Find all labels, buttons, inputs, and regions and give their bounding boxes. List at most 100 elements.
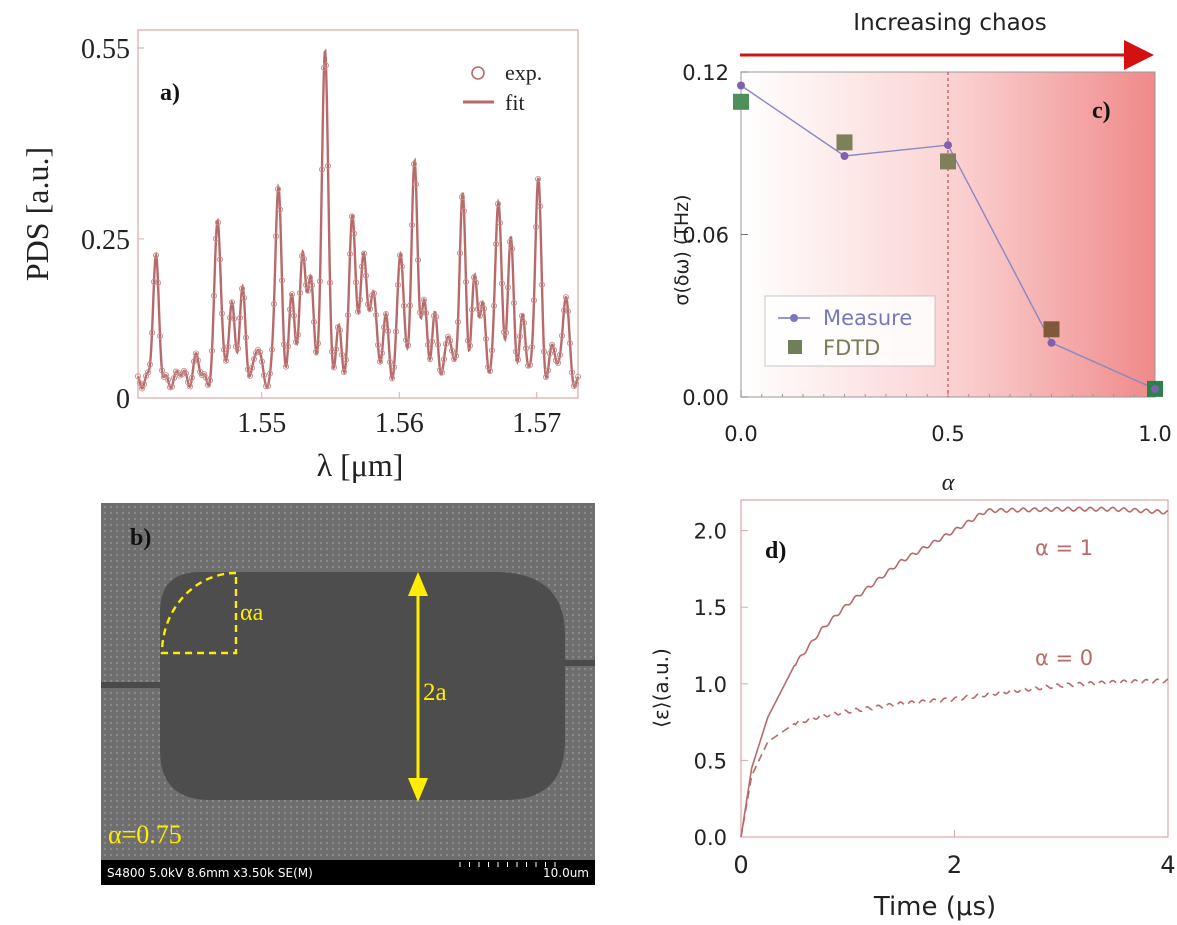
fdtd-point <box>940 153 956 170</box>
exp-data-point <box>306 274 314 281</box>
exp-data-point <box>284 343 292 350</box>
exp-data-point <box>228 299 236 306</box>
exp-data-point <box>458 194 466 201</box>
exp-data-point <box>504 284 512 291</box>
exp-data-point <box>574 373 582 380</box>
exp-data-point <box>440 356 448 363</box>
exp-data-point <box>326 279 334 286</box>
exp-data-point <box>568 369 576 376</box>
measure-point <box>840 152 849 160</box>
legend-measure-marker <box>790 314 798 322</box>
exp-data-point <box>218 310 226 317</box>
alpha-1-label: α = 1 <box>1035 536 1093 560</box>
exp-data-point <box>442 340 450 348</box>
panel-b-label: b) <box>130 525 151 551</box>
exp-data-point <box>550 347 558 354</box>
exp-data-point <box>192 350 200 357</box>
exp-data-point <box>346 250 354 258</box>
exp-data-point <box>556 351 564 358</box>
exp-data-point <box>396 252 404 259</box>
exp-data-point <box>558 332 566 339</box>
exp-data-point <box>146 361 154 368</box>
exp-data-point <box>562 294 570 301</box>
exp-data-point <box>360 250 368 257</box>
legend-exp-label: exp. <box>505 60 542 85</box>
exp-data-point <box>358 263 366 270</box>
exp-data-point <box>304 287 312 294</box>
exp-data-point <box>134 373 142 380</box>
exp-data-point <box>510 299 518 307</box>
legend-measure-label: Measure <box>823 306 912 330</box>
exp-data-point <box>160 373 168 381</box>
exp-data-point <box>170 375 178 382</box>
legend-fit-label: fit <box>505 90 525 115</box>
panel-d-ytick-label: 2.0 <box>694 520 727 544</box>
exp-data-point <box>370 290 378 297</box>
exp-data-point <box>152 252 160 259</box>
exp-data-point <box>454 318 462 325</box>
exp-data-point <box>312 348 320 356</box>
panel-a-label: a) <box>160 80 180 106</box>
panel-c-xtick-label: 0.0 <box>724 422 757 446</box>
exp-data-point <box>572 380 580 387</box>
exp-data-point <box>178 371 186 378</box>
measure-point <box>944 141 952 150</box>
exp-data-point <box>460 208 468 215</box>
exp-data-point <box>414 256 422 264</box>
exp-data-point <box>408 221 416 229</box>
exp-data-point <box>234 345 242 352</box>
exp-data-point <box>446 337 454 344</box>
exp-data-point <box>468 306 476 313</box>
sem-micrograph: 2a αa b) α=0.75 S4800 5.0kV 8.6mm x3.50k… <box>101 503 595 885</box>
exp-data-point <box>188 374 196 381</box>
exp-data-point <box>290 312 298 319</box>
measure-point <box>1047 338 1056 347</box>
exp-data-point <box>150 278 158 285</box>
exp-data-point <box>492 241 500 248</box>
exp-data-point <box>194 357 202 364</box>
exp-data-point <box>542 373 550 381</box>
exp-data-point <box>340 368 348 376</box>
exp-data-point <box>286 306 294 313</box>
panel-c-label: c) <box>1092 98 1111 124</box>
exp-data-point <box>452 352 460 359</box>
exp-data-point <box>272 233 280 240</box>
exp-data-point <box>330 364 338 371</box>
exp-data-point <box>372 311 380 319</box>
exp-data-point <box>352 279 360 286</box>
exp-data-point <box>310 318 318 325</box>
exp-data-point <box>456 250 464 257</box>
exp-data-point <box>564 308 572 315</box>
measure-point <box>737 81 745 90</box>
exp-data-point <box>406 302 414 309</box>
exp-data-point <box>224 343 232 350</box>
stadium-cavity <box>160 572 565 800</box>
exp-data-point <box>242 334 250 341</box>
scale-bar-label: 10.0um <box>543 866 589 880</box>
exp-data-point <box>236 314 244 321</box>
panel-c-xlabel: α <box>942 470 955 496</box>
exp-data-point <box>356 296 364 303</box>
exp-data-point <box>314 340 322 347</box>
fdtd-point <box>836 134 853 151</box>
exp-data-point <box>526 361 534 369</box>
panel-c-title: Increasing chaos <box>853 10 1046 36</box>
exp-data-point <box>332 346 340 353</box>
exp-data-point <box>302 281 310 288</box>
exp-data-point <box>264 382 272 389</box>
panel-d-ylabel: ⟨ε⟩(a.u.) <box>649 648 673 728</box>
panel-a-xtick-label: 1.56 <box>375 408 424 439</box>
exp-data-point <box>398 263 406 270</box>
exp-data-point <box>186 383 194 390</box>
exp-data-point <box>222 357 230 364</box>
panel-c-chart: Increasing chaos 0.0 0.5 1.0 0.00 0.06 0.12 c… <box>671 10 1172 496</box>
panel-a-frame <box>137 29 579 399</box>
exp-data-point <box>278 277 286 284</box>
exp-data-point <box>488 347 496 354</box>
exp-data-point <box>274 185 282 193</box>
exp-data-point <box>148 329 156 336</box>
panel-d-ytick-label: 0.0 <box>694 826 727 850</box>
exp-data-point <box>506 238 514 245</box>
exp-data-point <box>288 291 296 298</box>
